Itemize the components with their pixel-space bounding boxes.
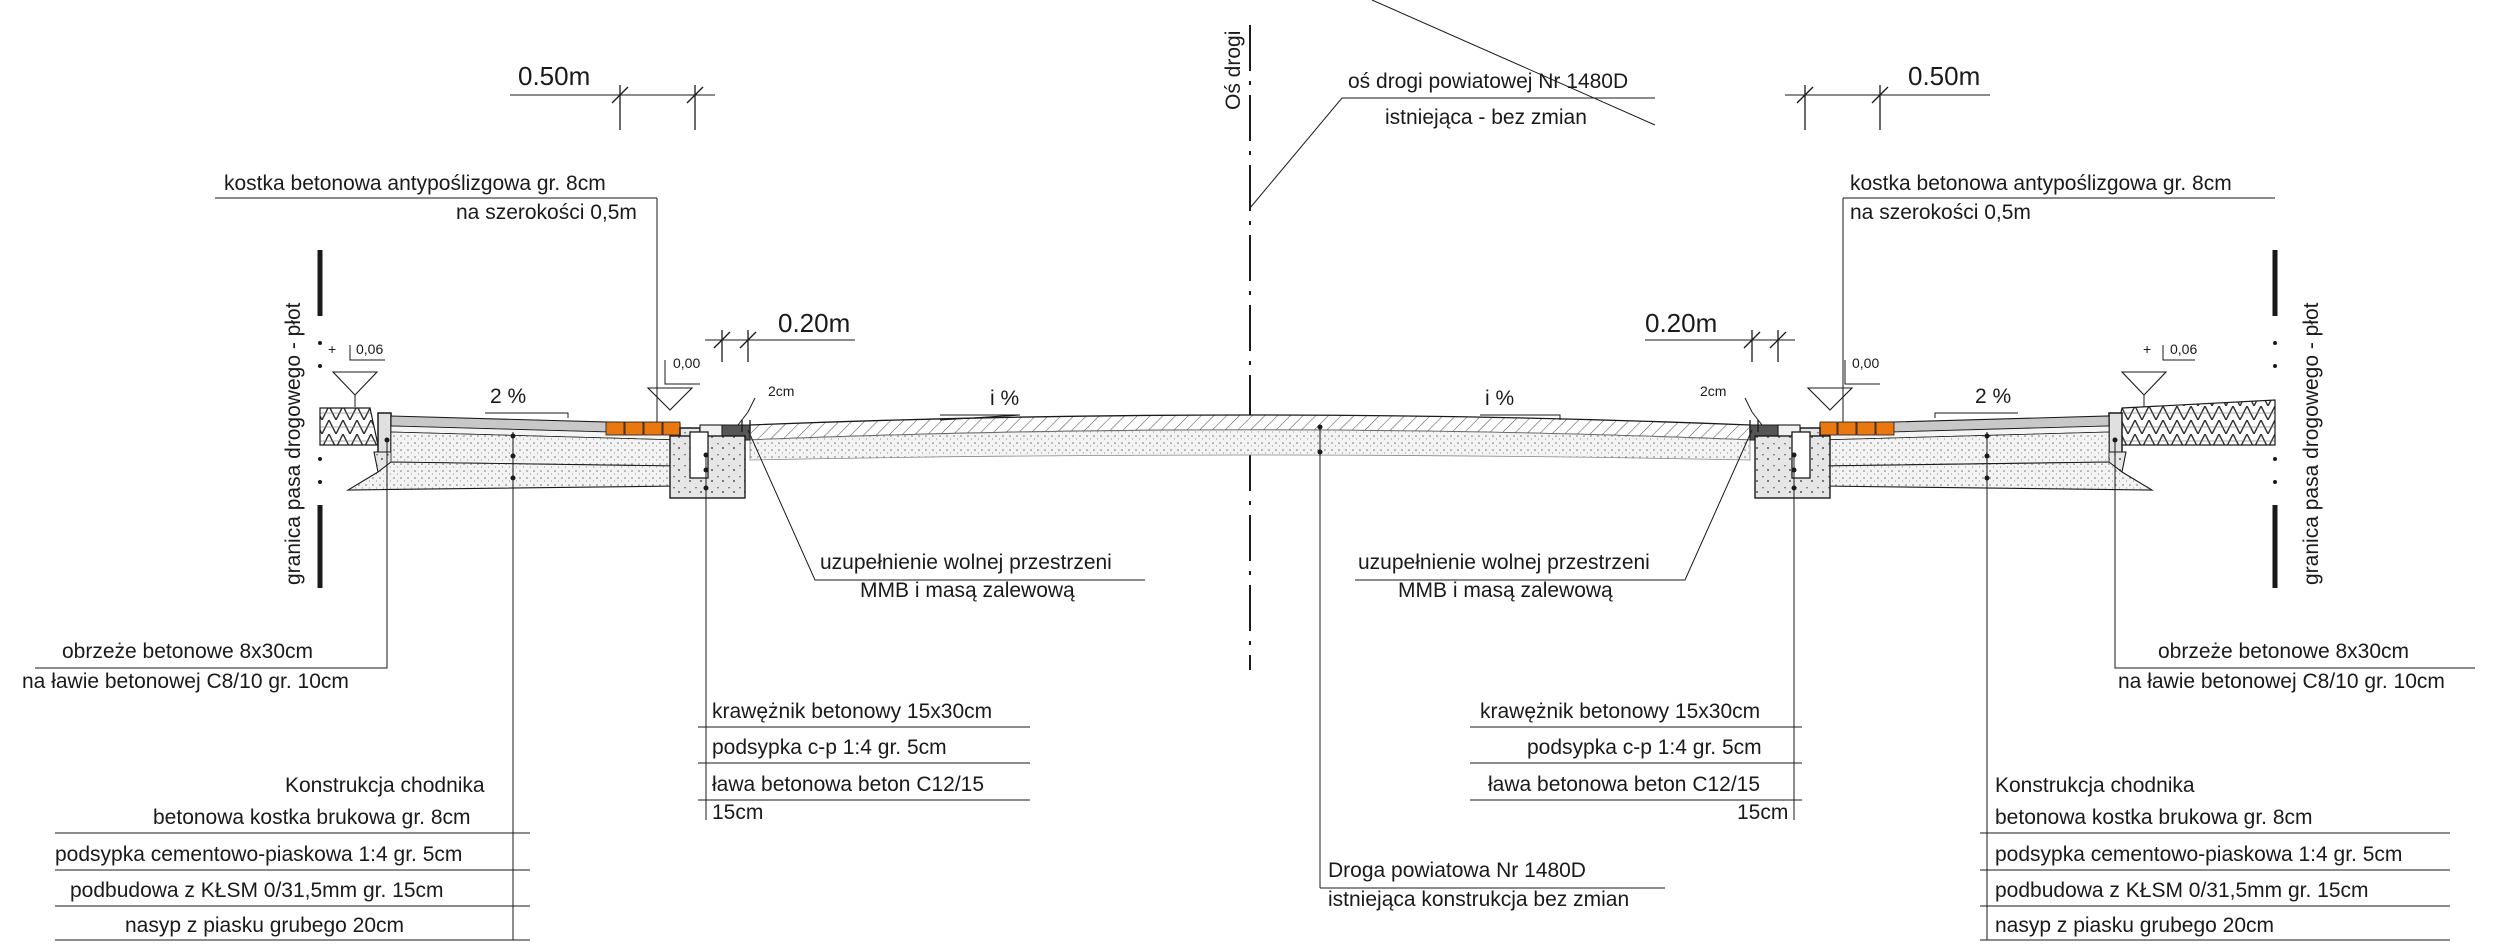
road-label-line2: istniejąca konstrukcja bez zmian <box>1328 888 1629 911</box>
boundary-label-right: granica pasa drogowego - płot <box>2300 302 2323 585</box>
gapfill-line2-left: MMB i masą zalewową <box>860 579 1075 602</box>
sidewalk-layer3-right: podbudowa z KŁSM 0/31,5mm gr. 15cm <box>1995 879 2369 902</box>
antislip-paver <box>1819 421 1838 436</box>
sidewalk-title-right: Konstrukcja chodnika <box>1995 774 2195 797</box>
axis-label: Oś drogi <box>1222 31 1245 110</box>
curb-line2-right: podsypka c-p 1:4 gr. 5cm <box>1527 736 1762 759</box>
curb-line1-left: krawężnik betonowy 15x30cm <box>712 700 992 723</box>
antislip-paver <box>1856 421 1876 436</box>
curb-line2-left: podsypka c-p 1:4 gr. 5cm <box>712 736 947 759</box>
sidewalk-layer1-right: betonowa kostka brukowa gr. 8cm <box>1995 806 2313 829</box>
axis-callout-line2: istniejąca - bez zmian <box>1385 106 1587 129</box>
antislip-line1-right: kostka betonowa antypoślizgowa gr. 8cm <box>1850 172 2232 195</box>
curb-line4-right: 15cm <box>1737 801 1788 824</box>
level-zero-left: 0,00 <box>673 355 700 371</box>
boundary-label-left: granica pasa drogowego - płot <box>282 302 305 585</box>
antislip-paver <box>605 421 625 436</box>
curb-line3-left: ława betonowa beton C12/15 <box>712 773 984 796</box>
dimension-050-left: 0.50m <box>518 61 590 91</box>
soil-right <box>2113 399 2276 446</box>
curb-line4-left: 15cm <box>712 801 763 824</box>
road-structure: Droga powiatowa Nr 1480D istniejąca kons… <box>749 387 1751 911</box>
level-high-right: 0,06 <box>2170 341 2197 357</box>
antislip-paver <box>662 421 681 436</box>
gapfill-line1-right: uzupełnienie wolnej przestrzeni <box>1358 551 1650 574</box>
right-sidewalk-section: granica pasa drogowego - płot + 0,06 0,0… <box>1355 61 2475 941</box>
sidewalk-layer2-right: podsypka cementowo-piaskowa 1:4 gr. 5cm <box>1995 843 2402 866</box>
road-centre-axis: Oś drogi oś drogi powiatowej Nr 1480D is… <box>1222 0 1656 670</box>
dimension-020-left: 0.20m <box>778 308 850 338</box>
road-slope-left: i % <box>990 387 1019 410</box>
slope-sidewalk-left: 2 % <box>490 385 526 408</box>
left-sidewalk-section: granica pasa drogowego - płot + 0,06 0,0… <box>22 61 1145 941</box>
level-plus-right: + <box>2143 341 2151 357</box>
edging-line1-left: obrzeże betonowe 8x30cm <box>62 640 313 663</box>
gap-label-right: 2cm <box>1700 383 1726 399</box>
curb-line3-right: ława betonowa beton C12/15 <box>1488 773 1760 796</box>
road-slope-right: i % <box>1485 387 1514 410</box>
edging-line1-right: obrzeże betonowe 8x30cm <box>2158 640 2409 663</box>
antislip-paver <box>1837 421 1857 436</box>
sidewalk-layer4-left: nasyp z piasku grubego 20cm <box>125 914 404 937</box>
antislip-line2-right: na szerokości 0,5m <box>1850 201 2031 224</box>
edging-line2-right: na ławie betonowej C8/10 gr. 10cm <box>2118 670 2445 693</box>
level-high-left: 0,06 <box>356 341 383 357</box>
antislip-line2-left: na szerokości 0,5m <box>456 201 637 224</box>
gap-label-left: 2cm <box>768 383 794 399</box>
antislip-paver <box>624 421 644 436</box>
gapfill-line2-right: MMB i masą zalewową <box>1398 579 1613 602</box>
dimension-020-right: 0.20m <box>1645 308 1717 338</box>
sidewalk-layer3-left: podbudowa z KŁSM 0/31,5mm gr. 15cm <box>70 879 444 902</box>
antislip-paver <box>1875 421 1895 436</box>
antislip-paver <box>643 421 663 436</box>
level-zero-right: 0,00 <box>1852 355 1879 371</box>
curb-line1-right: krawężnik betonowy 15x30cm <box>1480 700 1760 723</box>
sidewalk-layer2-left: podsypka cementowo-piaskowa 1:4 gr. 5cm <box>55 843 462 866</box>
gapfill-line1-left: uzupełnienie wolnej przestrzeni <box>820 551 1112 574</box>
edging-line2-left: na ławie betonowej C8/10 gr. 10cm <box>22 670 349 693</box>
dimension-050-right: 0.50m <box>1908 61 1980 91</box>
axis-callout-line1: oś drogi powiatowej Nr 1480D <box>1348 70 1628 93</box>
level-plus-left: + <box>328 341 336 357</box>
sidewalk-title-left: Konstrukcja chodnika <box>285 774 485 797</box>
road-label-line1: Droga powiatowa Nr 1480D <box>1328 859 1586 882</box>
soil-left <box>319 407 379 446</box>
axis-leader <box>1249 97 1655 209</box>
antislip-line1-left: kostka betonowa antypoślizgowa gr. 8cm <box>224 172 606 195</box>
road-base-course <box>749 429 1751 461</box>
slope-sidewalk-right: 2 % <box>1975 385 2011 408</box>
sidewalk-layer1-left: betonowa kostka brukowa gr. 8cm <box>153 806 471 829</box>
sidewalk-layer4-right: nasyp z piasku grubego 20cm <box>1995 914 2274 937</box>
